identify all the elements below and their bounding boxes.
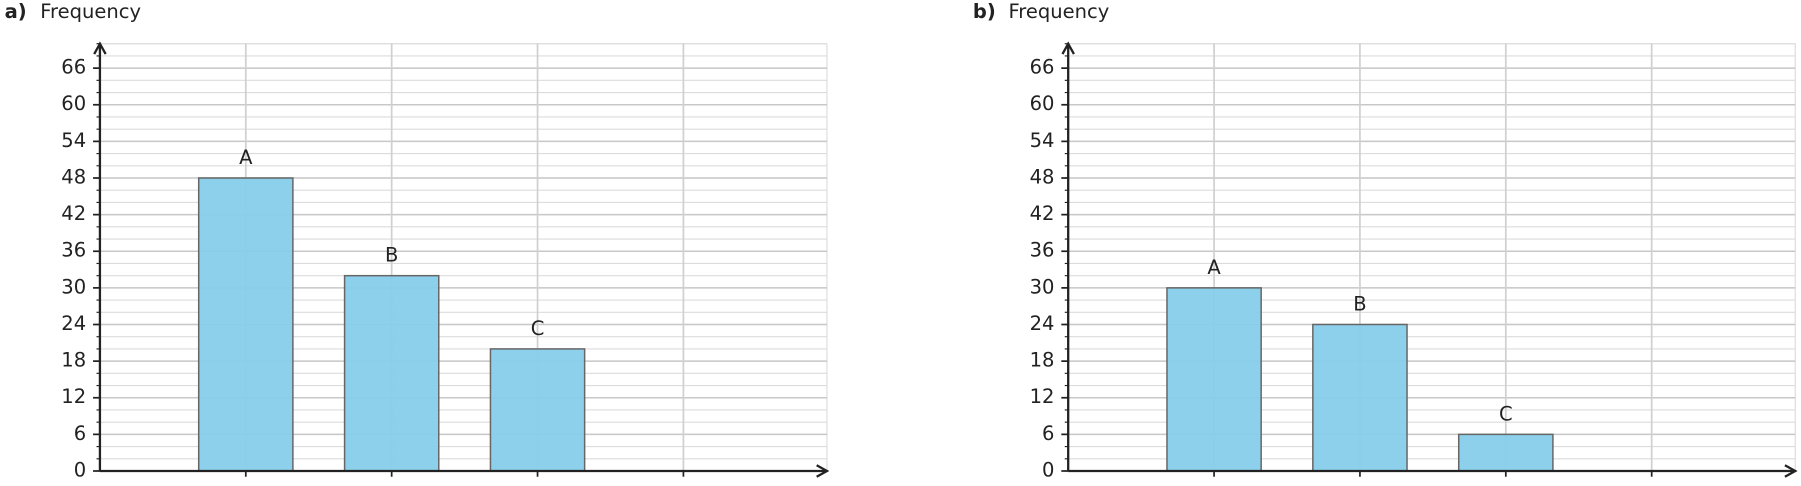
bar — [1312, 323, 1408, 472]
bar — [489, 348, 586, 472]
y-tick-label: 42 — [61, 202, 86, 225]
y-tick-label: 6 — [74, 422, 86, 445]
bar-label: A — [239, 146, 253, 169]
y-tick-label: 12 — [1030, 385, 1055, 408]
y-tick-label: 48 — [61, 166, 86, 189]
y-tick-label: 60 — [61, 92, 86, 115]
y-axis-arrow — [93, 41, 107, 55]
bar — [343, 274, 440, 472]
bar — [1457, 433, 1554, 472]
y-tick-label: 42 — [1030, 202, 1055, 225]
y-tick-label: 6 — [1042, 422, 1054, 445]
y-tick-label: 54 — [1030, 129, 1055, 152]
bar-label: A — [1207, 256, 1221, 279]
bar — [197, 177, 294, 472]
bar-label: C — [531, 317, 545, 340]
y-tick-label: 12 — [61, 385, 86, 408]
y-axis-arrow — [1061, 41, 1075, 55]
y-tick-label: 0 — [74, 458, 86, 481]
bar-label: C — [1499, 402, 1513, 425]
bar — [1166, 287, 1262, 472]
y-tick-label: 0 — [1042, 458, 1054, 481]
chart-title: Frequency — [1008, 0, 1109, 23]
y-tick-label: 24 — [61, 312, 86, 335]
y-tick-label: 66 — [1030, 56, 1055, 79]
y-tick-label: 36 — [61, 239, 86, 262]
y-tick-label: 48 — [1030, 166, 1055, 189]
y-tick-label: 60 — [1030, 92, 1055, 115]
y-tick-label: 18 — [61, 349, 86, 372]
y-tick-label: 66 — [61, 56, 86, 79]
bar-label: B — [385, 244, 398, 267]
y-tick-label: 24 — [1030, 312, 1055, 335]
chart-title: Frequency — [40, 0, 141, 23]
y-tick-label: 36 — [1030, 239, 1055, 262]
y-tick-label: 30 — [61, 275, 86, 298]
chart-label: a) — [5, 0, 27, 23]
chart-label: b) — [973, 0, 996, 23]
x-axis-arrow — [816, 464, 830, 478]
bar-label: B — [1353, 292, 1366, 315]
x-axis-arrow — [1784, 464, 1798, 478]
y-tick-label: 30 — [1030, 275, 1055, 298]
y-tick-label: 18 — [1030, 349, 1055, 372]
y-tick-label: 54 — [61, 129, 86, 152]
